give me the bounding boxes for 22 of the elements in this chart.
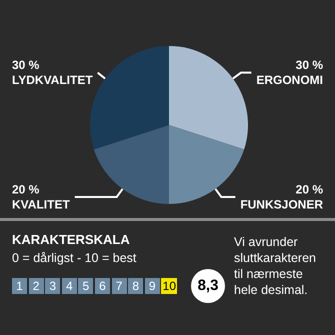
text: 9 [144,278,160,294]
data-label: 20 % [296,182,324,197]
text: 8,3 [191,269,225,303]
text: 1 [12,278,27,294]
data-label: 30 % [12,58,40,72]
text: 3 [45,278,60,294]
text: 4 [62,278,77,294]
text: KARAKTERSKALA [12,232,130,247]
text: 7 [112,278,127,294]
slice-label: ERGONOMI [256,73,323,88]
text: Vi avrunder sluttkarakteren til nærmeste hele desimal. [234,234,317,298]
data-label: 20 % [12,182,40,197]
text: 6 [94,278,110,294]
text: 2 [28,278,44,294]
text: 0 = dårligst - 10 = best [12,251,136,265]
slice-label: FUNKSJONER [240,198,324,212]
text: 5 [78,278,94,294]
text: 8 [128,278,144,294]
slice-label: LYDKVALITET [12,73,94,88]
text: 10 [161,278,178,294]
slice-label: KVALITET [12,198,70,212]
data-label: 30 % [296,58,324,72]
